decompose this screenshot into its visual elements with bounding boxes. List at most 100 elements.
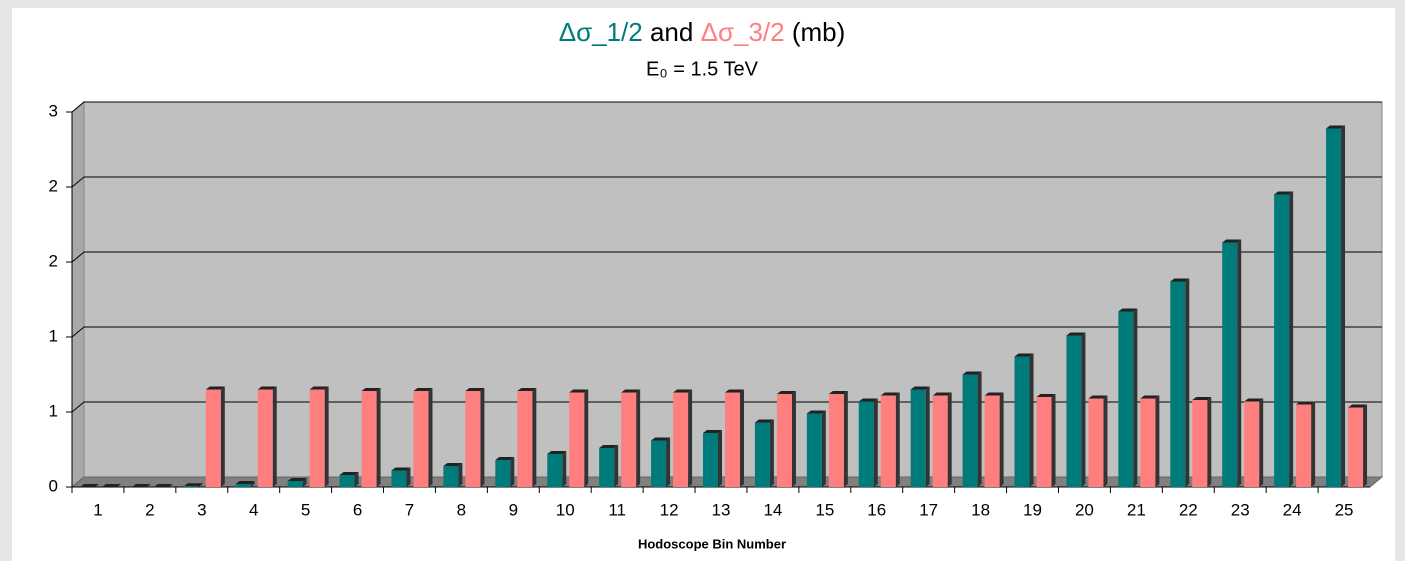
x-tick-label: 16 <box>867 500 886 519</box>
bar-top <box>495 457 515 460</box>
bar-top <box>205 386 225 390</box>
bar <box>880 395 896 487</box>
bar-side <box>1155 395 1160 487</box>
bar-top <box>339 472 359 475</box>
x-tick-label: 20 <box>1075 500 1094 519</box>
title-part: and <box>650 17 693 47</box>
bar-side <box>1259 398 1264 487</box>
chart-subtitle: E₀ = 1.5 TeV <box>646 58 759 80</box>
bar-side <box>458 463 463 487</box>
bar-side <box>1289 191 1294 487</box>
bar-side <box>791 391 796 487</box>
bar <box>443 466 459 487</box>
bar-side <box>272 386 277 487</box>
x-tick-label: 6 <box>353 500 362 519</box>
bar-top <box>910 386 930 390</box>
y-tick-label: 2 <box>49 176 58 195</box>
bar <box>776 394 792 487</box>
bar-side <box>1029 353 1034 487</box>
bar-top <box>391 467 411 471</box>
x-tick-label: 15 <box>815 500 834 519</box>
bar <box>205 389 221 487</box>
grid-line <box>71 326 1382 338</box>
bar-side <box>1133 308 1138 487</box>
bar <box>1036 397 1052 487</box>
bar <box>858 401 874 487</box>
bar-side <box>428 388 433 487</box>
bar-top <box>1170 278 1190 282</box>
x-axis-label: Hodoscope Bin Number <box>638 536 786 551</box>
y-tick-label: 1 <box>49 326 58 345</box>
bar <box>547 454 563 487</box>
bar <box>1088 398 1104 487</box>
bar-top <box>257 386 277 390</box>
bar-side <box>925 386 930 487</box>
bar-top <box>1192 397 1212 400</box>
bar-side <box>718 430 722 487</box>
bar-side <box>584 389 589 487</box>
x-tick-label: 24 <box>1283 500 1302 519</box>
x-tick-label: 9 <box>509 500 518 519</box>
bar-side <box>1103 395 1108 487</box>
x-tick-label: 17 <box>919 500 938 519</box>
bar <box>361 391 377 487</box>
bar <box>339 475 355 487</box>
bar <box>495 460 511 487</box>
bar-top <box>101 484 121 487</box>
bar <box>413 391 429 487</box>
bar-top <box>1274 191 1294 195</box>
bar-side <box>198 483 203 487</box>
bar-side <box>324 386 329 487</box>
bar-top <box>183 483 203 487</box>
bar-side <box>740 389 744 487</box>
bar-side <box>688 389 693 487</box>
bar-top <box>131 484 151 487</box>
bar-side <box>1185 278 1190 487</box>
x-tick-label: 23 <box>1231 500 1250 519</box>
bar-top <box>725 389 744 393</box>
bar-top <box>1296 401 1316 405</box>
bar-top <box>79 484 99 487</box>
bar-top <box>776 391 796 394</box>
bar <box>1296 404 1312 487</box>
bar-side <box>250 481 255 487</box>
bar <box>309 389 325 487</box>
x-tick-label: 5 <box>301 500 310 519</box>
bar <box>569 392 585 487</box>
bar-top <box>517 388 537 391</box>
grid-line <box>71 176 1382 188</box>
x-tick-label: 4 <box>249 500 258 519</box>
y-tick-label: 1 <box>49 401 58 420</box>
bar-top <box>880 392 900 396</box>
bar <box>1244 401 1260 487</box>
bar <box>391 470 407 487</box>
bar-top <box>153 484 173 487</box>
bar <box>725 392 740 487</box>
bar <box>1140 398 1156 487</box>
bar <box>183 486 199 487</box>
title-part: Δσ_3/2 <box>701 17 785 47</box>
bar <box>465 391 481 487</box>
bar-side <box>376 388 381 487</box>
bar-side <box>1207 397 1212 487</box>
bar-side <box>636 389 641 487</box>
bar-top <box>754 419 774 423</box>
bar-top <box>1036 394 1056 397</box>
bar-side <box>821 410 826 487</box>
x-tick-label: 3 <box>197 500 206 519</box>
x-tick-label: 2 <box>145 500 154 519</box>
bar-top <box>1244 398 1264 402</box>
bar-top <box>547 451 567 454</box>
bar-top <box>651 437 671 441</box>
bar-top <box>413 388 433 391</box>
bar-side <box>999 392 1004 487</box>
bar-side <box>406 467 411 487</box>
chart-title: Δσ_1/2 and Δσ_3/2 (mb) <box>559 17 846 47</box>
bar-side <box>895 392 900 487</box>
x-tick-label: 7 <box>405 500 414 519</box>
y-tick-label: 3 <box>49 101 58 120</box>
bar <box>1014 356 1030 487</box>
title-part: (mb) <box>792 17 845 47</box>
bar-side <box>354 472 359 487</box>
